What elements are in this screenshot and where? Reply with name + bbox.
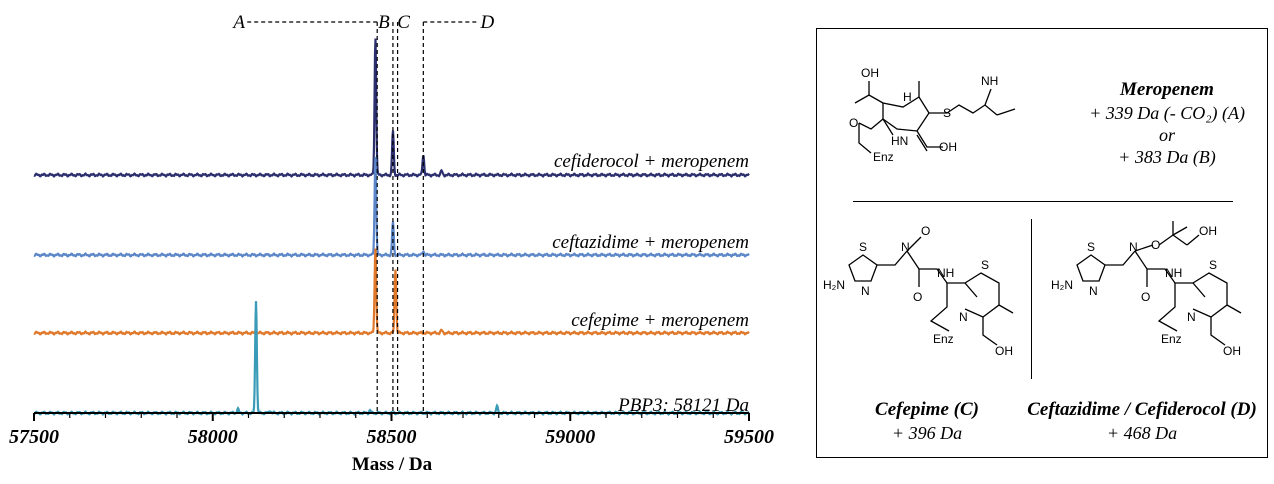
meropenem-note-2: or — [1158, 125, 1175, 145]
series-label: cefepime + meropenem — [571, 310, 749, 331]
cefepime-structure: S N H₂N N O NH O S N Enz OH — [823, 224, 1014, 358]
atom-label: N — [861, 284, 870, 298]
atom-label: S — [1087, 240, 1095, 254]
series-label: cefiderocol + meropenem — [554, 151, 749, 172]
structures-panel: OH H HN O S NH OH Enz Meropenem + 339 Da… — [816, 28, 1268, 458]
meropenem-note-3: + 383 Da (B) — [1118, 147, 1216, 167]
atom-label: OH — [1199, 224, 1217, 238]
atom-label: N — [1129, 240, 1138, 254]
atom-label: Enz — [1161, 332, 1182, 346]
atom-label: OH — [861, 66, 879, 80]
horizontal-divider — [853, 201, 1233, 202]
x-tick-label: 58500 — [367, 426, 417, 448]
atom-label: S — [1209, 258, 1217, 272]
atom-label: OH — [939, 140, 957, 154]
x-tick-label: 58000 — [188, 426, 238, 448]
atom-label: H₂N — [823, 278, 845, 292]
atom-label: O — [1151, 238, 1160, 252]
series-line-2 — [33, 156, 750, 258]
mass-spectrum-chart: cefiderocol + meropenem ceftazidime + mer… — [9, 12, 774, 475]
marker-label-A: A — [231, 12, 245, 33]
atom-label: O — [849, 116, 858, 130]
x-axis-title: Mass / Da — [352, 454, 433, 475]
cefepime-name: Cefepime (C) — [875, 399, 979, 420]
atom-label: O — [1141, 290, 1150, 304]
traces-group: cefiderocol + meropenem ceftazidime + mer… — [33, 38, 750, 416]
atom-label: N — [1187, 310, 1196, 324]
marker-label-B: B — [378, 12, 390, 33]
ceftazidime-structure: S N H₂N N O OH NH O S N Enz OH — [1051, 221, 1242, 358]
atom-label: S — [943, 106, 951, 120]
series-label: ceftazidime + meropenem — [552, 232, 749, 253]
atom-label: NH — [937, 266, 954, 280]
atom-label: OH — [995, 344, 1013, 358]
atom-label: H₂N — [1051, 278, 1073, 292]
atom-label: Enz — [933, 332, 954, 346]
atom-label: N — [959, 310, 968, 324]
marker-label-D: D — [479, 12, 494, 33]
atom-label: H — [903, 90, 912, 104]
x-tick-label: 59000 — [545, 426, 595, 448]
series-line-3 — [33, 248, 750, 336]
meropenem-name: Meropenem — [1120, 79, 1214, 100]
atom-label: HN — [891, 134, 908, 148]
atom-label: S — [859, 240, 867, 254]
atom-label: NH — [1165, 266, 1182, 280]
marker-label-C: C — [397, 12, 410, 33]
atom-label: O — [921, 224, 930, 238]
x-tick-label: 59500 — [724, 426, 774, 448]
cefepime-note: + 396 Da — [891, 423, 963, 443]
atom-label: N — [1089, 284, 1098, 298]
atom-label: O — [913, 290, 922, 304]
meropenem-structure: OH H HN O S NH OH Enz — [849, 66, 1016, 164]
atom-label: OH — [1223, 344, 1241, 358]
atom-label: N — [901, 240, 910, 254]
atom-label: NH — [981, 74, 998, 88]
x-tick-label: 57500 — [9, 426, 59, 448]
x-axis-ticks: 57500 58000 58500 59000 59500 — [9, 413, 774, 448]
series-line-1 — [33, 38, 750, 178]
meropenem-note-1: + 339 Da (- CO₂) (A) — [1089, 103, 1245, 123]
atom-label: Enz — [873, 150, 894, 164]
ceftazidime-name: Ceftazidime / Cefiderocol (D) — [1027, 399, 1257, 420]
series-label: PBP3: 58121 Da — [617, 395, 749, 416]
atom-label: S — [981, 258, 989, 272]
ceftazidime-note: + 468 Da — [1106, 423, 1178, 443]
vertical-divider — [1031, 219, 1032, 379]
